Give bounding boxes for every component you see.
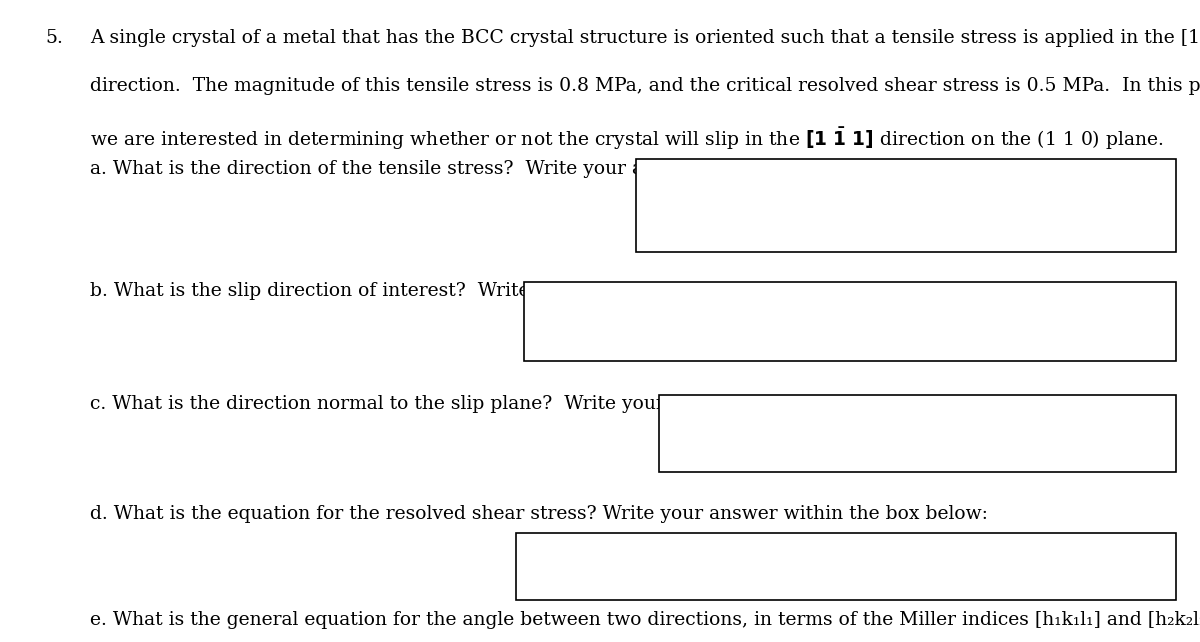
Text: we are interested in determining whether or not the crystal will slip in the $\m: we are interested in determining whether… [90, 126, 1164, 152]
Text: direction.  The magnitude of this tensile stress is 0.8 MPa, and the critical re: direction. The magnitude of this tensile… [90, 77, 1200, 95]
Bar [636, 159, 1176, 252]
Text: c. What is the direction normal to the slip plane?  Write your answer within thi: c. What is the direction normal to the s… [90, 395, 892, 413]
Text: 5.: 5. [46, 29, 64, 47]
Text: e. What is the general equation for the angle between two directions, in terms o: e. What is the general equation for the … [90, 611, 1200, 629]
Text: A single crystal of a metal that has the BCC crystal structure is oriented such : A single crystal of a metal that has the… [90, 29, 1200, 47]
Text: d. What is the equation for the resolved shear stress? Write your answer within : d. What is the equation for the resolved… [90, 505, 988, 523]
Text: a. What is the direction of the tensile stress?  Write your answer within this b: a. What is the direction of the tensile … [90, 160, 853, 178]
Bar [516, 533, 1176, 600]
Text: b. What is the slip direction of interest?  Write your answer within this box:: b. What is the slip direction of interes… [90, 282, 805, 300]
Bar [659, 395, 1176, 472]
Bar [524, 282, 1176, 361]
